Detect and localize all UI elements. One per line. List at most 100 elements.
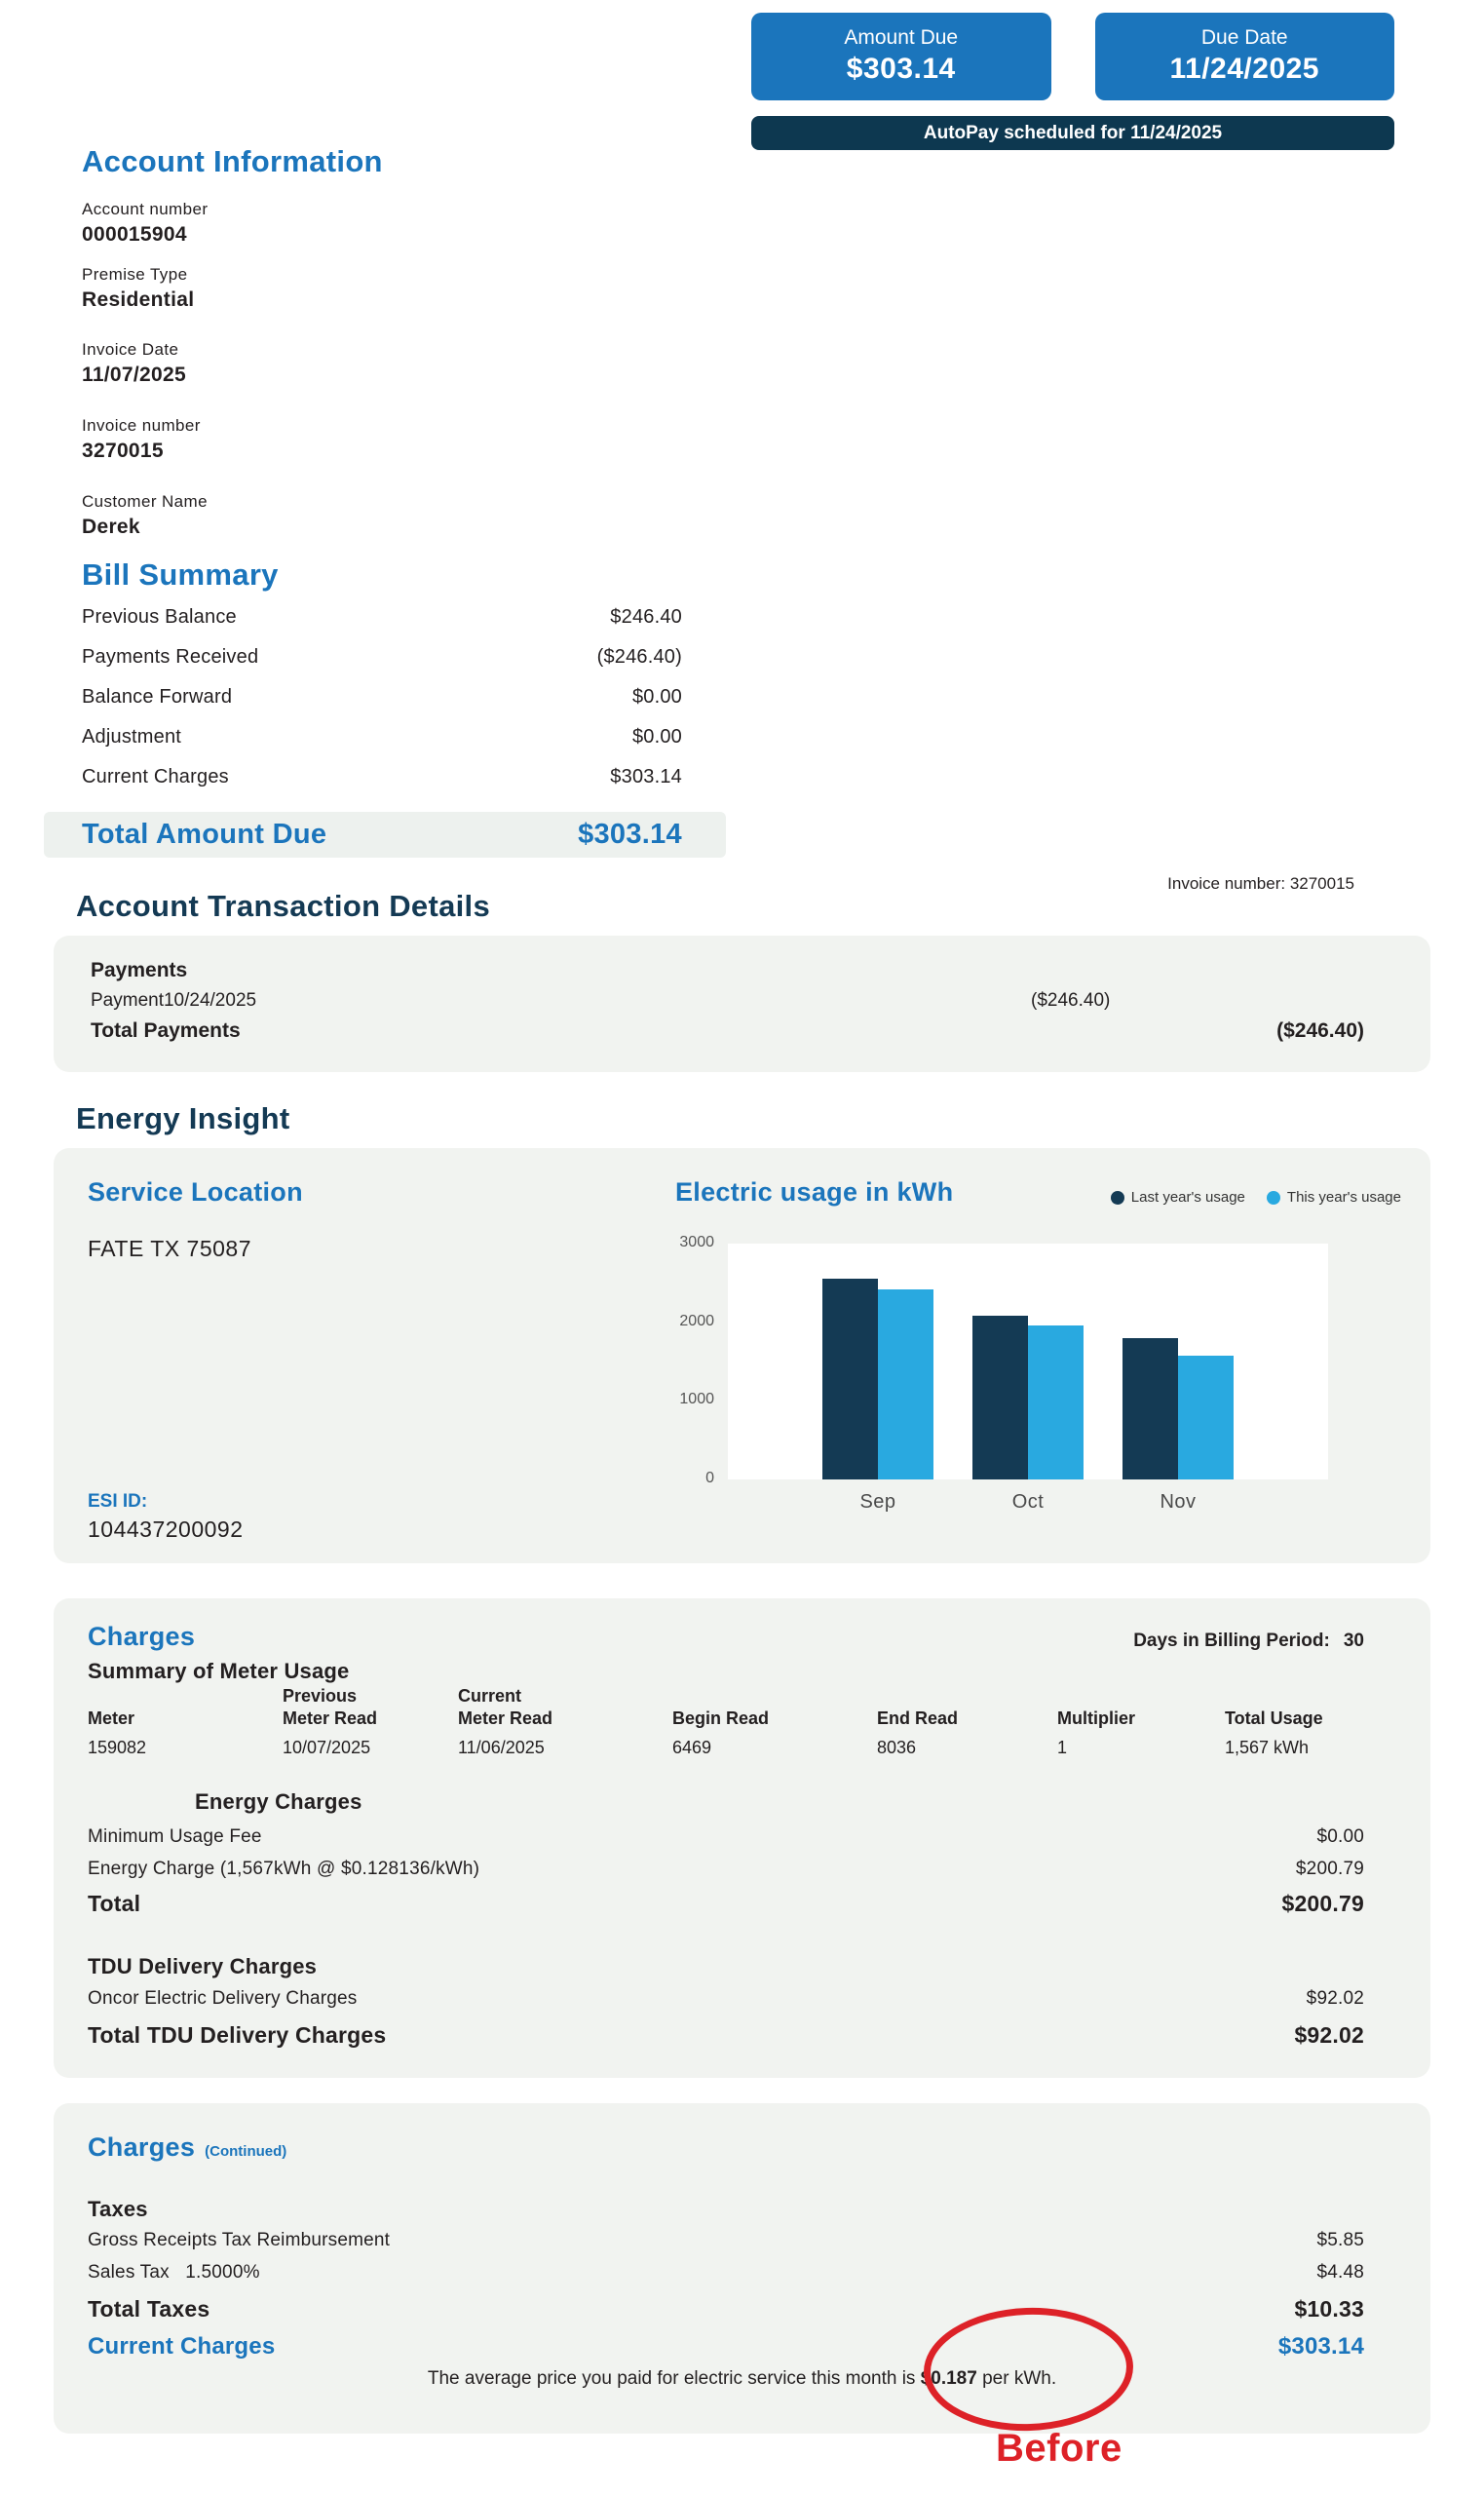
legend-label-last-year: Last year's usage: [1130, 1189, 1245, 1206]
col-header-line2: End Read: [877, 1708, 959, 1728]
col-header-line2: Begin Read: [672, 1708, 770, 1728]
invoice-number-value: 3270015: [82, 440, 164, 462]
bill-row-previous-balance: Previous Balance $246.40: [82, 606, 682, 629]
charges-title: Charges: [88, 1622, 196, 1651]
multiplier-column: Multiplier 1: [1057, 1686, 1135, 1758]
row-value: $92.02: [1306, 1988, 1364, 2009]
meter-usage-title: Summary of Meter Usage: [88, 1659, 350, 1683]
gross-receipts-row: Gross Receipts Tax Reimbursement $5.85: [88, 2230, 1364, 2251]
esi-id-label: ESI ID:: [88, 1491, 148, 1512]
y-axis-tick: 1000: [679, 1391, 714, 1408]
meter-column: Meter 159082: [88, 1686, 146, 1758]
bill-row-payments-received: Payments Received ($246.40): [82, 646, 682, 669]
row-label: Sales Tax 1.5000%: [88, 2262, 260, 2283]
transaction-details-title: Account Transaction Details: [76, 889, 490, 923]
col-header-line1: Current: [458, 1686, 522, 1706]
avg-price-prefix: The average price you paid for electric …: [427, 2368, 921, 2389]
row-label: Adjustment: [82, 726, 182, 748]
bill-summary-title: Bill Summary: [82, 557, 279, 592]
autopay-banner: AutoPay scheduled for 11/24/2025: [751, 116, 1394, 150]
energy-insight-title: Energy Insight: [76, 1101, 290, 1135]
energy-insight-card: Service Location FATE TX 75087 ESI ID: 1…: [54, 1148, 1430, 1563]
legend-label-this-year: This year's usage: [1286, 1189, 1401, 1206]
row-label: Total Taxes: [88, 2296, 210, 2322]
service-address: FATE TX 75087: [88, 1236, 252, 1261]
col-header-line2: Total Usage: [1225, 1708, 1323, 1728]
row-value: $92.02: [1294, 2022, 1364, 2048]
row-label: Payments Received: [82, 646, 259, 668]
row-value: $0.00: [631, 686, 682, 708]
amount-due-label: Amount Due: [844, 26, 959, 49]
billing-period: Days in Billing Period: 30: [1133, 1631, 1364, 1652]
total-usage-column: Total Usage 1,567 kWh: [1225, 1686, 1323, 1758]
invoice-date-field: Invoice Date 11/07/2025: [82, 340, 186, 387]
chart-title: Electric usage in kWh: [675, 1177, 954, 1207]
row-label: Gross Receipts Tax Reimbursement: [88, 2230, 391, 2250]
before-annotation: Before: [996, 2427, 1123, 2470]
average-price-sentence: The average price you paid for electric …: [54, 2368, 1430, 2390]
bar-nov-last-year: [1123, 1338, 1178, 1479]
amount-due-box: Amount Due $303.14: [751, 13, 1051, 100]
charges-continued-title: Charges (Continued): [88, 2132, 286, 2163]
bar-oct-last-year: [972, 1316, 1028, 1479]
row-value: $246.40: [610, 606, 682, 628]
row-value: $0.00: [631, 726, 682, 748]
row-label: Energy Charge (1,567kWh @ $0.128136/kWh): [88, 1859, 480, 1879]
row-label: Balance Forward: [82, 686, 233, 708]
service-location-title: Service Location: [88, 1177, 303, 1207]
account-number-field: Account number 000015904: [82, 200, 208, 247]
row-value: $303.14: [1277, 2333, 1364, 2360]
bill-summary-rows: Previous Balance $246.40 Payments Receiv…: [82, 606, 682, 806]
transaction-details-card: Payments Payment10/24/2025 ($246.40) Tot…: [54, 936, 1430, 1072]
y-axis-tick: 2000: [679, 1312, 714, 1329]
previous-read-value: 10/07/2025: [283, 1738, 371, 1757]
bill-row-balance-forward: Balance Forward $0.00: [82, 686, 682, 709]
invoice-number-note: Invoice number: 3270015: [1167, 874, 1354, 893]
total-payments-value: ($246.40): [1276, 1019, 1364, 1042]
begin-read-column: Begin Read 6469: [672, 1686, 769, 1758]
charges-title: Charges: [88, 2132, 196, 2162]
bar-sep-last-year: [822, 1279, 878, 1479]
due-date-box: Due Date 11/24/2025: [1094, 13, 1394, 100]
end-read-column: End Read 8036: [877, 1686, 958, 1758]
energy-charges-title: Energy Charges: [195, 1789, 362, 1814]
invoice-date-label: Invoice Date: [82, 340, 179, 359]
total-usage-value: 1,567 kWh: [1225, 1738, 1310, 1757]
bar-sep-this-year: [878, 1289, 933, 1479]
customer-name-value: Derek: [82, 516, 140, 538]
tdu-total-row: Total TDU Delivery Charges $92.02: [88, 2022, 1364, 2049]
invoice-number-label: Invoice number: [82, 416, 201, 435]
due-date-value: 11/24/2025: [1169, 53, 1319, 85]
col-header-line2: Meter: [88, 1708, 135, 1728]
current-read-column: Current Meter Read 11/06/2025: [458, 1686, 552, 1758]
avg-price-value: $0.187: [920, 2368, 977, 2389]
taxes-title: Taxes: [88, 2197, 148, 2221]
minimum-usage-fee-row: Minimum Usage Fee $0.00: [88, 1826, 1364, 1848]
col-header-line1: [1225, 1686, 1323, 1708]
legend-dot-this-year-icon: [1266, 1190, 1280, 1205]
col-header-line2: Meter Read: [283, 1708, 378, 1728]
payment-row-label: Payment10/24/2025: [91, 990, 257, 1011]
energy-total-row: Total $200.79: [88, 1891, 1364, 1917]
total-amount-due-band: Total Amount Due $303.14: [44, 812, 726, 858]
multiplier-value: 1: [1057, 1738, 1068, 1757]
row-value: $303.14: [610, 766, 682, 787]
electric-usage-chart-plot: [728, 1244, 1328, 1479]
row-value: $200.79: [1281, 1891, 1364, 1916]
row-value: ($246.40): [596, 646, 682, 668]
row-value: $10.33: [1294, 2296, 1364, 2322]
header-summary-boxes: Amount Due $303.14 Due Date 11/24/2025: [751, 13, 1394, 100]
energy-charge-row: Energy Charge (1,567kWh @ $0.128136/kWh)…: [88, 1859, 1364, 1880]
col-header-line1: [672, 1686, 769, 1708]
legend-dot-last-year-icon: [1110, 1190, 1124, 1205]
avg-price-suffix: per kWh.: [976, 2368, 1057, 2389]
row-label: Minimum Usage Fee: [88, 1826, 262, 1847]
end-read-value: 8036: [877, 1738, 917, 1757]
premise-type-label: Premise Type: [82, 265, 188, 284]
row-label: Current Charges: [88, 2333, 276, 2360]
x-axis-label: Nov: [1160, 1491, 1197, 1513]
row-label: Oncor Electric Delivery Charges: [88, 1988, 358, 2009]
x-axis-label: Sep: [859, 1491, 896, 1513]
sales-tax-row: Sales Tax 1.5000% $4.48: [88, 2262, 1364, 2284]
